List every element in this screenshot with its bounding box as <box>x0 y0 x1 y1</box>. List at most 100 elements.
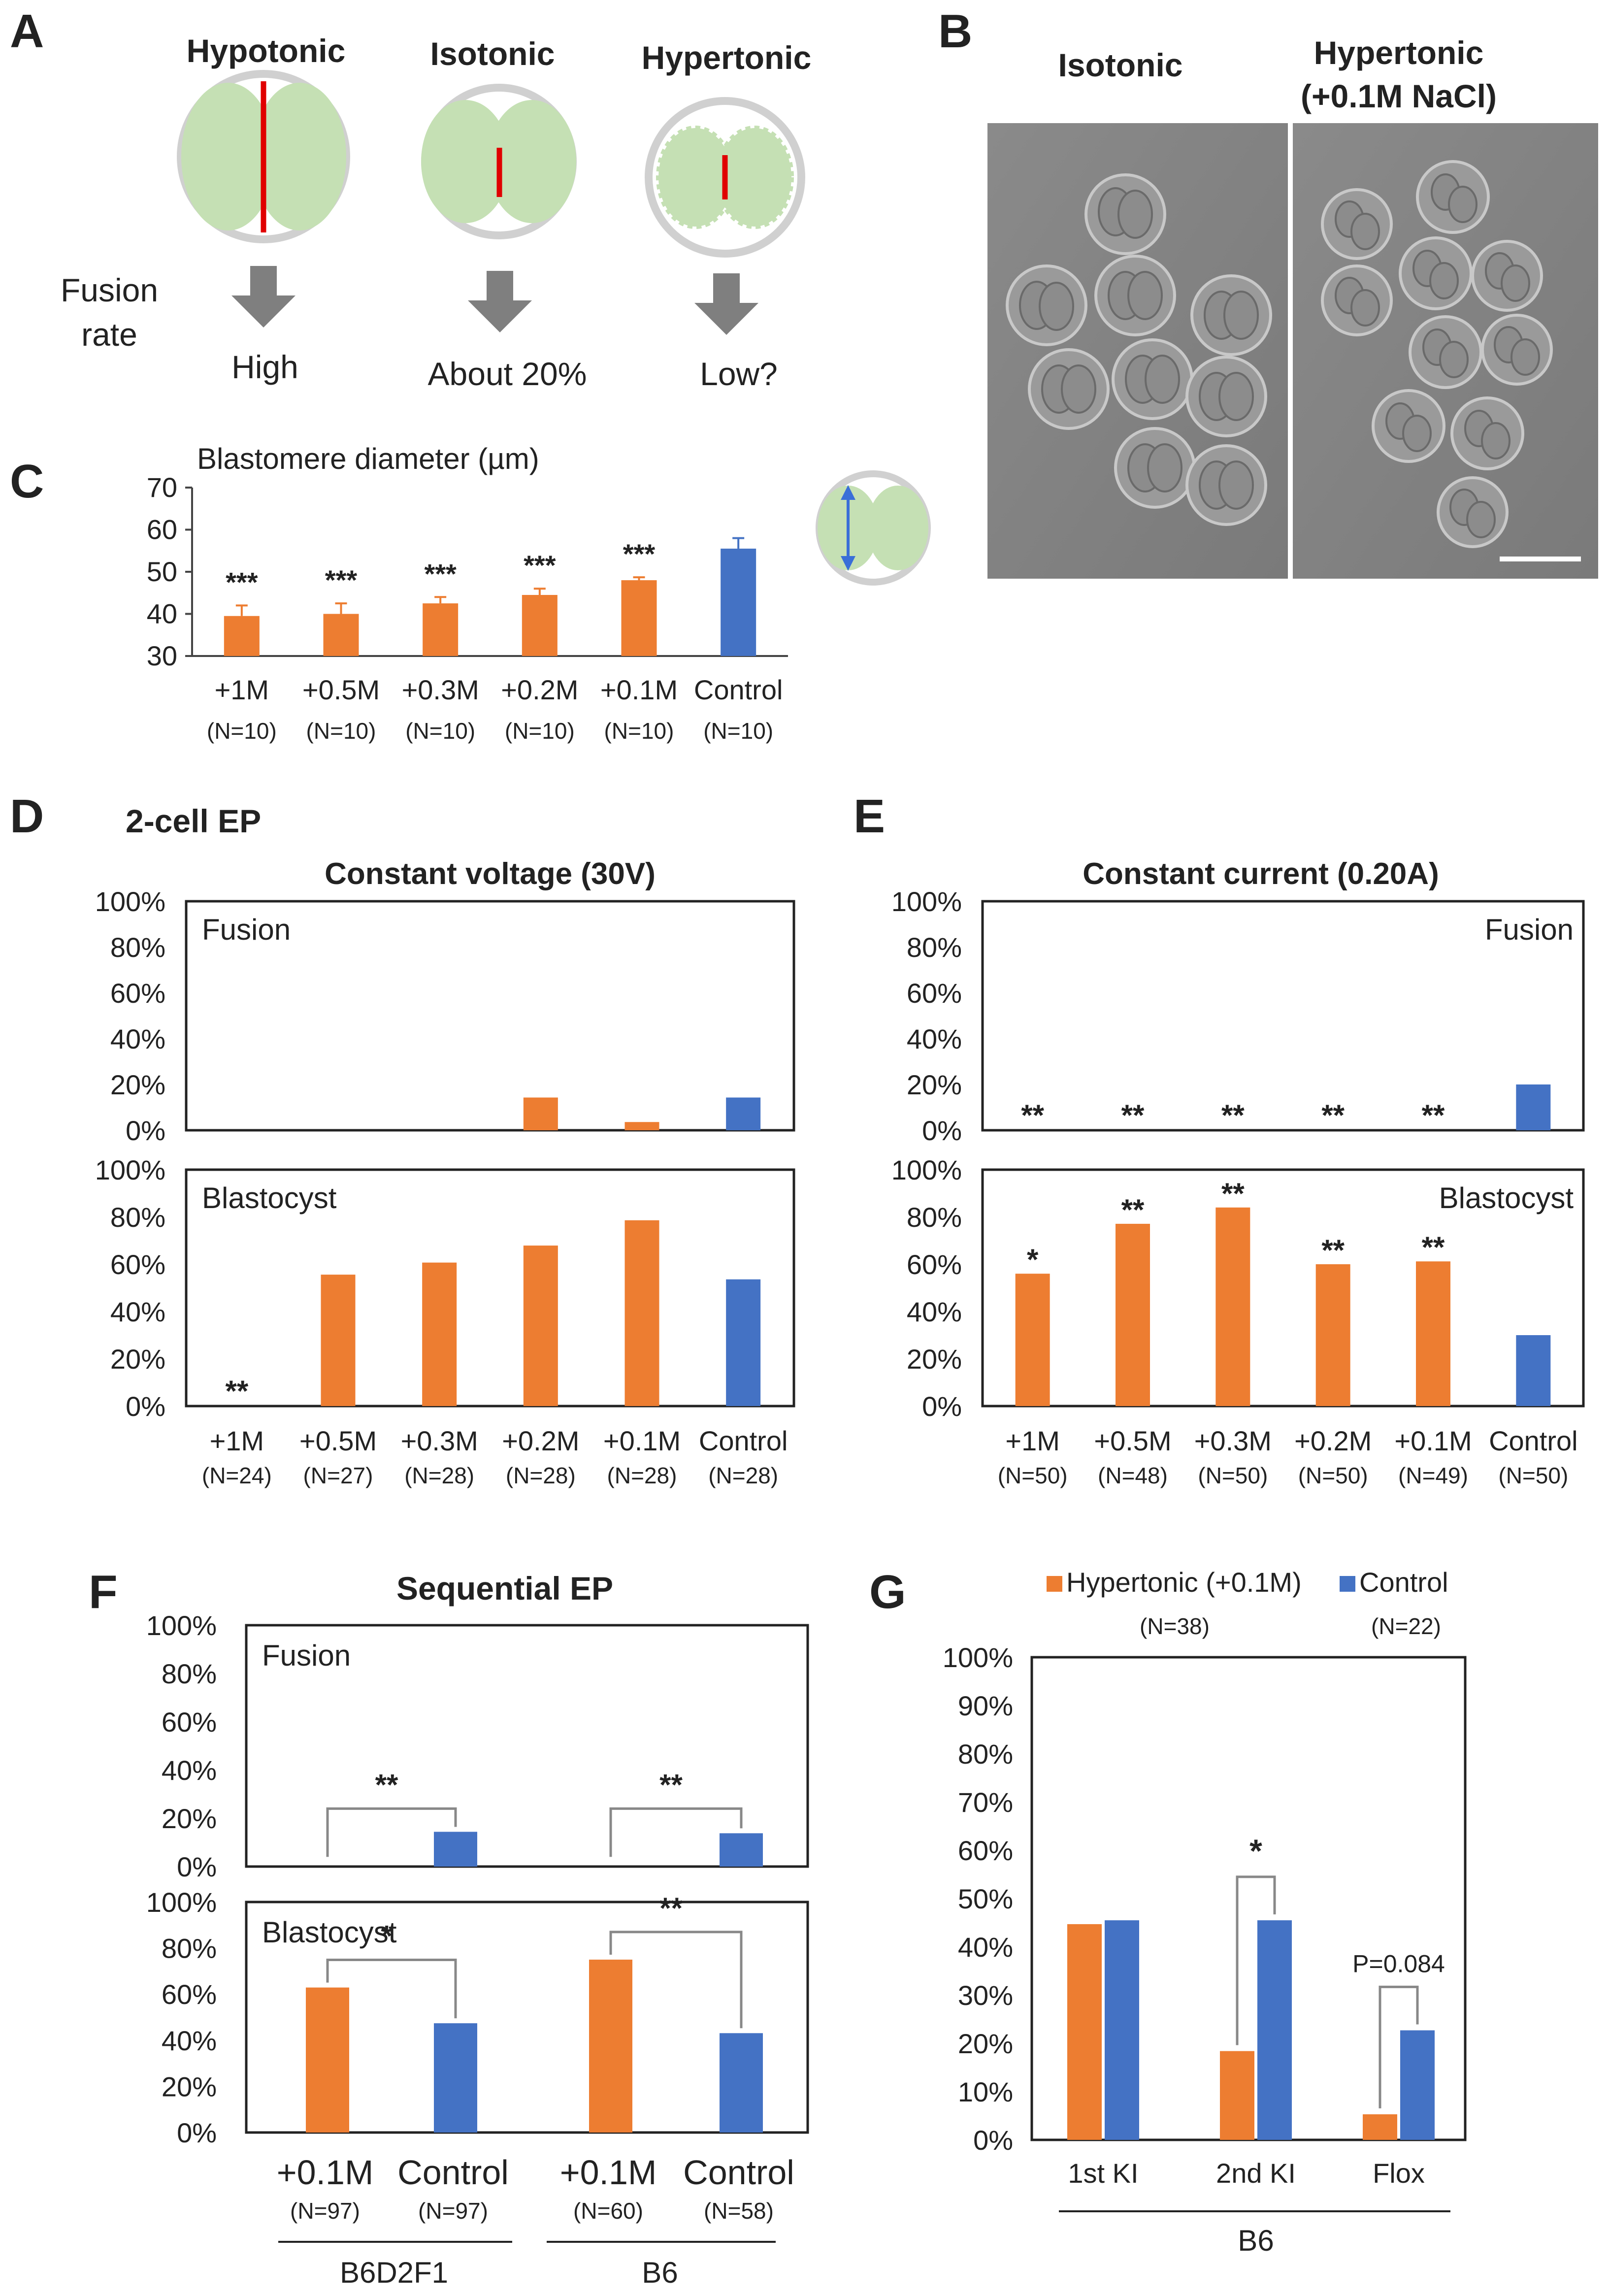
bar <box>589 1960 632 2132</box>
bar <box>523 1246 558 1406</box>
y-tick-label: 20% <box>162 2071 217 2102</box>
y-tick-label: 60% <box>162 1979 217 2010</box>
bar <box>1257 1920 1292 2140</box>
y-tick-label: 100% <box>146 1610 217 1641</box>
significance-marker: ** <box>1422 1231 1445 1264</box>
embryo-hypotonic-diagram <box>177 70 350 243</box>
chart-title: Sequential EP <box>396 1570 613 1607</box>
n-label: (N=10) <box>405 718 475 744</box>
bar <box>434 2023 477 2132</box>
bar <box>726 1279 761 1406</box>
p-value-label: P=0.084 <box>1352 1950 1445 1977</box>
x-tick-label: Control <box>397 2153 509 2192</box>
significance-marker: * <box>381 1919 393 1952</box>
embryo-isotonic-diagram <box>421 84 577 239</box>
arrow-down-icon <box>694 273 758 335</box>
y-tick-label: 80% <box>907 1202 962 1233</box>
y-tick-label: 80% <box>958 1738 1013 1770</box>
x-tick-label: 2nd KI <box>1216 2158 1296 2189</box>
y-tick-label: 20% <box>907 1069 962 1100</box>
significance-marker: *** <box>623 538 656 569</box>
n-label: (N=28) <box>708 1463 778 1488</box>
y-tick-label: 80% <box>110 1202 165 1233</box>
bar <box>1416 1261 1450 1406</box>
subplot-label: Blastocyst <box>262 1916 397 1949</box>
condition-hypertonic: Hypertonic <box>642 39 812 76</box>
x-tick-label: +0.5M <box>1094 1425 1171 1456</box>
group-label: B6D2F1 <box>340 2256 448 2289</box>
y-tick-label: 40% <box>110 1023 165 1054</box>
n-label: (N=49) <box>1398 1463 1468 1488</box>
y-tick-label: 40% <box>958 1932 1013 1963</box>
n-label: (N=50) <box>1498 1463 1568 1488</box>
significance-marker: ** <box>1221 1099 1245 1132</box>
x-tick-label: Flox <box>1373 2158 1425 2189</box>
legend-n-label: (N=38) <box>1140 1613 1210 1639</box>
n-label: (N=48) <box>1098 1463 1168 1488</box>
significance-bracket <box>326 1958 457 2019</box>
two-cell-ep-title: 2-cell EP <box>126 803 261 839</box>
fusion-rate-label-line1: Fusion <box>61 272 158 308</box>
condition-isotonic: Isotonic <box>430 35 555 72</box>
y-tick-label: 20% <box>907 1344 962 1375</box>
panel-letter-a: A <box>10 5 44 58</box>
y-tick-label: 50% <box>958 1883 1013 1914</box>
subplot-label: Fusion <box>262 1639 351 1672</box>
n-label: (N=10) <box>306 718 376 744</box>
bar <box>621 580 657 656</box>
y-tick-label: 100% <box>146 1887 217 1918</box>
n-label: (N=97) <box>418 2198 488 2224</box>
x-tick-label: +0.2M <box>501 674 578 705</box>
bar <box>1315 1264 1350 1406</box>
significance-bracket <box>609 1807 743 1857</box>
bar <box>422 1262 457 1406</box>
chart-title: Constant voltage (30V) <box>325 857 656 891</box>
y-tick-label: 70 <box>147 472 177 503</box>
x-tick-label: +0.5M <box>302 674 380 705</box>
y-tick-label: 100% <box>95 886 165 917</box>
panel-letter-d: D <box>10 790 44 843</box>
x-tick-label: +0.1M <box>560 2153 657 2192</box>
y-tick-label: 100% <box>891 886 962 917</box>
y-tick-label: 80% <box>162 1933 217 1964</box>
n-label: (N=50) <box>998 1463 1068 1488</box>
bar <box>624 1220 659 1406</box>
arrow-down-icon <box>231 266 296 328</box>
y-tick-label: 60% <box>907 1249 962 1280</box>
significance-marker: ** <box>659 1892 683 1925</box>
n-label: (N=10) <box>207 718 277 744</box>
bar <box>1105 1920 1139 2140</box>
panel-letter-b: B <box>938 5 972 58</box>
significance-marker: *** <box>524 550 556 581</box>
x-tick-label: +1M <box>215 674 269 705</box>
subplot-frame <box>245 1624 809 1868</box>
legend-swatch <box>1340 1576 1355 1592</box>
y-tick-label: 0% <box>973 2125 1013 2156</box>
y-tick-label: 80% <box>162 1658 217 1689</box>
significance-marker: ** <box>659 1768 683 1801</box>
x-tick-label: 1st KI <box>1068 2158 1138 2189</box>
significance-marker: ** <box>1121 1099 1145 1132</box>
y-tick-label: 100% <box>943 1642 1013 1673</box>
subplot-frame <box>185 900 795 1132</box>
y-tick-label: 40 <box>147 598 177 629</box>
x-tick-label: +0.5M <box>299 1425 377 1456</box>
bar <box>720 2033 763 2132</box>
bar <box>1015 1274 1050 1406</box>
n-label: (N=27) <box>303 1463 373 1488</box>
y-tick-label: 0% <box>922 1115 962 1146</box>
bar <box>306 1987 349 2132</box>
bar <box>1363 2114 1397 2140</box>
micrograph-label-hypertonic: Hypertonic <box>1314 34 1484 71</box>
y-tick-label: 40% <box>110 1296 165 1327</box>
bar <box>1215 1207 1250 1406</box>
bar <box>1400 2030 1435 2140</box>
y-tick-label: 20% <box>110 1069 165 1100</box>
micrograph-divider <box>1288 123 1293 579</box>
y-tick-label: 70% <box>958 1787 1013 1818</box>
x-tick-label: +0.1M <box>600 674 678 705</box>
y-tick-label: 60% <box>907 978 962 1009</box>
n-label: (N=58) <box>704 2198 774 2224</box>
subplot-label: Fusion <box>1485 913 1574 946</box>
